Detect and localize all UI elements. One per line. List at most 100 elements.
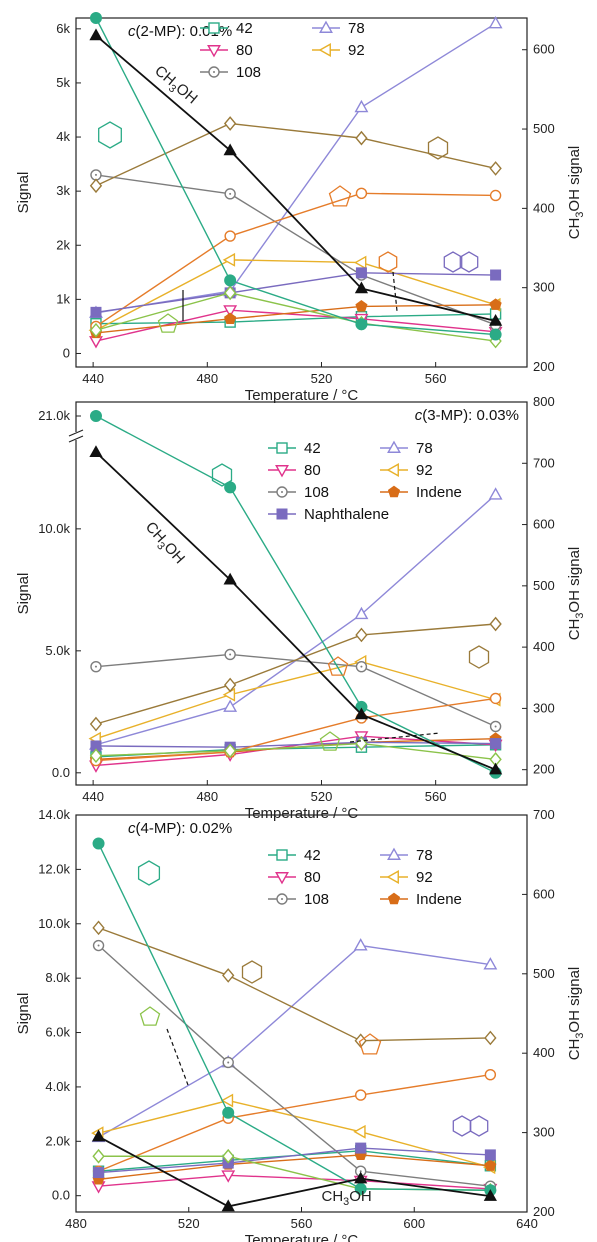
- data-point: [489, 189, 502, 202]
- y-tick-label: 12.0k: [38, 861, 70, 876]
- chart-title: c(3-MP): 0.03%: [415, 407, 519, 424]
- legend-marker: [275, 872, 289, 885]
- data-point: [484, 1159, 497, 1171]
- x-tick-label: 560: [425, 371, 447, 386]
- legend-marker: [387, 892, 401, 905]
- legend-label: 42: [304, 440, 321, 457]
- legend-label: 108: [236, 64, 261, 81]
- data-point: [488, 762, 503, 775]
- x-tick-label: 480: [196, 789, 218, 804]
- series-unlabeled-10: [89, 410, 502, 779]
- data-point: [222, 1148, 235, 1164]
- x-tick-label: 640: [516, 1216, 538, 1231]
- legend: 42 78 80 92 108: [200, 20, 365, 81]
- data-point: [223, 677, 237, 693]
- legend-label: Naphthalene: [304, 506, 389, 523]
- x-tick-label: 520: [311, 789, 333, 804]
- data-point: [355, 1142, 367, 1154]
- y-tick-label: 3k: [56, 183, 70, 198]
- axis-break-gap: [68, 432, 84, 440]
- data-point: [223, 572, 237, 585]
- legend-label: 78: [416, 847, 433, 864]
- data-point-dot: [359, 1170, 362, 1173]
- series-line: [95, 742, 496, 761]
- legend-label: Indene: [416, 891, 462, 908]
- data-point: [90, 306, 102, 318]
- annotation-arrow: [166, 1028, 189, 1086]
- data-point: [221, 1170, 236, 1183]
- data-point: [484, 1030, 497, 1046]
- series-line: [95, 623, 496, 725]
- series-line: [95, 22, 496, 314]
- data-point: [489, 692, 502, 705]
- data-point: [92, 1148, 105, 1164]
- legend-marker: [207, 45, 221, 58]
- series-line: [98, 1147, 491, 1174]
- series-unlabeled-6: [90, 187, 502, 333]
- data-point: [484, 1149, 496, 1161]
- phenol-structure: [427, 136, 449, 160]
- y2-tick-label: 700: [533, 807, 555, 822]
- data-point: [484, 1068, 497, 1081]
- y-tick-label: 10.0k: [38, 521, 70, 536]
- data-point: [354, 707, 369, 720]
- series-unlabeled-8: [90, 267, 502, 318]
- y2-axis-label: CH3OH signal: [566, 146, 586, 240]
- legend-label: 42: [304, 847, 321, 864]
- legend-marker-dot: [213, 71, 215, 73]
- series-line: [98, 944, 491, 1138]
- x-tick-label: 440: [82, 371, 104, 386]
- legend-label: 80: [304, 462, 321, 479]
- legend-label: 108: [304, 891, 329, 908]
- legend-marker: [387, 440, 401, 453]
- series-line: [98, 1135, 491, 1208]
- data-point-dot: [94, 173, 97, 176]
- y-tick-label: 4k: [56, 129, 70, 144]
- y-tick-label: 6k: [56, 21, 70, 36]
- y2-tick-label: 700: [533, 455, 555, 470]
- legend-marker: [386, 870, 399, 884]
- y2-tick-label: 400: [533, 1045, 555, 1060]
- y2-tick-label: 600: [533, 517, 555, 532]
- data-point: [490, 269, 502, 281]
- series-unlabeled-9: [89, 736, 502, 767]
- y2-tick-label: 400: [533, 639, 555, 654]
- y-tick-label: 2k: [56, 237, 70, 252]
- y-tick-label: 5k: [56, 75, 70, 90]
- y2-tick-label: 300: [533, 700, 555, 715]
- cyclopentadiene-structure: [327, 656, 349, 676]
- data-point: [489, 328, 502, 341]
- data-point: [355, 267, 367, 279]
- series-line: [95, 34, 496, 322]
- y2-tick-label: 300: [533, 280, 555, 295]
- naphthalene-structure: [469, 1115, 489, 1137]
- series-unlabeled-10: [89, 12, 502, 341]
- data-point: [354, 1171, 368, 1184]
- catechol-structure: [98, 121, 122, 149]
- legend-marker: [275, 465, 289, 478]
- legend-label: 80: [304, 869, 321, 886]
- data-point: [490, 738, 502, 750]
- data-point: [483, 957, 498, 970]
- legend-label: 92: [416, 869, 433, 886]
- data-point: [355, 299, 368, 312]
- series-80: [91, 1170, 498, 1197]
- data-point: [223, 116, 237, 131]
- cyclopentadiene-structure: [358, 1033, 382, 1055]
- y2-tick-label: 600: [533, 42, 555, 57]
- x-tick-label: 440: [82, 789, 104, 804]
- data-point: [221, 1199, 235, 1212]
- y2-tick-label: 500: [533, 121, 555, 136]
- series-108: [90, 648, 502, 733]
- series-80: [89, 731, 503, 773]
- legend-marker: [276, 508, 288, 520]
- data-point: [354, 281, 369, 294]
- y-axis-label: Signal: [15, 573, 32, 615]
- x-tick-label: 480: [196, 371, 218, 386]
- x-axis-label: Temperature / °C: [245, 387, 359, 404]
- series-line: [95, 697, 496, 762]
- y-axis-label: Signal: [15, 993, 32, 1035]
- legend-marker: [386, 463, 399, 477]
- data-point-dot: [360, 665, 363, 668]
